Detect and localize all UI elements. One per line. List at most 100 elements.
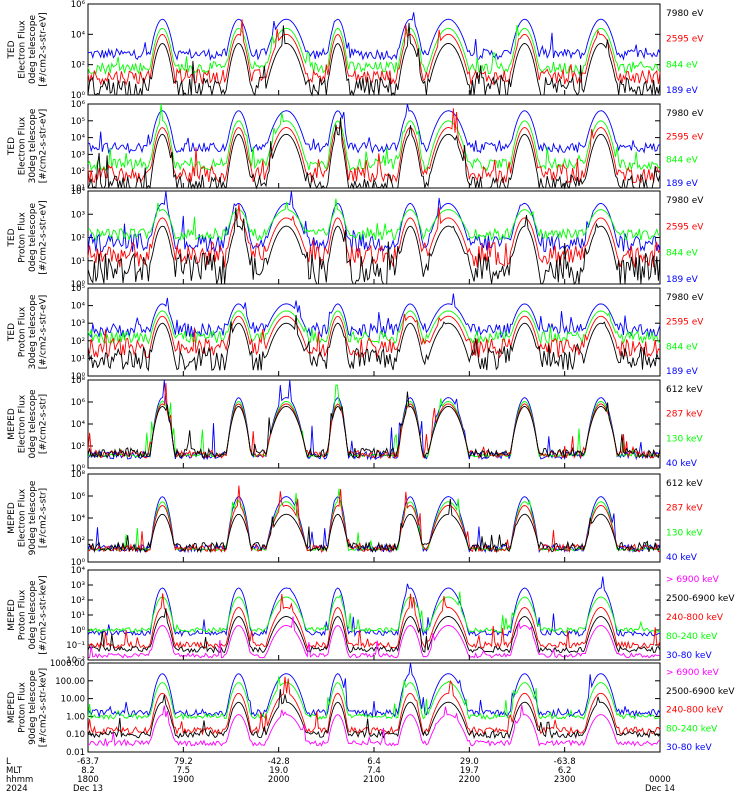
legend-entry: 7980 eV — [666, 9, 704, 19]
y-axis-label-line: 90deg telescope — [28, 480, 38, 555]
y-tick-label: 1000.00 — [50, 659, 85, 669]
y-tick-label: 10⁰ — [71, 280, 86, 290]
legend-entry: 40 keV — [666, 553, 698, 563]
series-line-4 — [87, 207, 661, 286]
y-axis-label-line: 30deg telescope — [28, 108, 38, 183]
y-tick-label: 10⁰ — [71, 91, 86, 101]
y-axis-label-line: Electron Flux — [18, 488, 28, 547]
series-line-2 — [87, 24, 661, 76]
y-tick-label: 10⁰ — [71, 626, 86, 636]
y-axis-label-line: Proton Flux — [18, 306, 28, 357]
panel-3: 10⁴ 10³ 10² 10¹ 10⁰ TED Proton Flux 0deg telesc… — [7, 187, 704, 290]
y-axis-label: TED Electron Flux 30deg telescope [#/cm2-s-… — [7, 108, 49, 183]
y-tick-label: 10⁰ — [71, 372, 86, 382]
legend-entry: 2500-6900 keV — [666, 594, 735, 604]
y-tick-label: 10⁰ — [71, 464, 86, 474]
legend-entry: 189 eV — [666, 86, 699, 96]
x-axis-row-label: L — [6, 757, 11, 767]
x-tick-label: 7.4 — [367, 766, 381, 776]
x-tick-label: 1800 — [77, 775, 99, 785]
x-tick-label: 7.5 — [177, 766, 191, 776]
y-tick-label: 10⁶ — [71, 0, 86, 10]
y-axis-label: MEPED Proton Flux 90deg telescope [#/cm2-s-… — [7, 668, 49, 747]
series-line-1 — [87, 103, 661, 155]
series-line-1 — [87, 576, 661, 638]
legend-entry: 287 keV — [666, 504, 703, 514]
y-axis-label-line: 0deg telescope — [28, 389, 38, 459]
x-tick-label: Dec 13 — [73, 784, 103, 794]
y-tick-label: 10⁶ — [71, 492, 86, 502]
y-tick-label: 10² — [71, 337, 85, 347]
y-tick-label: 10⁶ — [71, 398, 86, 408]
x-tick-label: 0000 — [649, 775, 671, 785]
series-line-5 — [87, 705, 660, 748]
y-axis-label-line: MEPED — [7, 408, 17, 440]
legend-entry: 287 keV — [666, 410, 703, 420]
y-axis-label-line: Electron Flux — [18, 116, 28, 175]
legend-entry: 189 eV — [666, 275, 699, 285]
series-line-4 — [87, 608, 661, 654]
y-axis-label: MEPED Electron Flux 0deg telescope [#/cm2-s… — [7, 389, 49, 459]
y-axis-label: TED Electron Flux 0deg telescope [#/cm2-s-s… — [7, 12, 49, 87]
y-axis-label: MEPED Proton Flux 0deg telescope [#/cm2-s-s… — [7, 575, 49, 654]
y-tick-label: 0.01 — [66, 748, 85, 758]
series-line-4 — [87, 314, 661, 372]
y-tick-label: 10⁸ — [71, 376, 86, 386]
legend-entry: 2595 eV — [666, 318, 704, 328]
series-line-2 — [87, 591, 661, 634]
legend-entry: 40 keV — [666, 459, 698, 469]
x-tick-label: 6.4 — [367, 757, 381, 767]
legend-entry: > 6900 keV — [666, 575, 720, 585]
legend-entry: 612 keV — [666, 385, 703, 395]
y-axis-label-line: [#/cm2-s-str-keV] — [39, 575, 49, 654]
legend-entry: 844 eV — [666, 342, 699, 352]
legend-entry: 844 eV — [666, 60, 699, 70]
y-axis-label-line: Proton Flux — [18, 682, 28, 733]
y-axis-label: MEPED Electron Flux 90deg telescope [#/cm2-… — [7, 480, 49, 555]
series-line-2 — [87, 310, 661, 345]
y-tick-label: 10² — [71, 536, 85, 546]
series-line-3 — [87, 676, 661, 736]
series-line-1 — [87, 293, 661, 339]
y-axis-label-line: Proton Flux — [18, 212, 28, 263]
x-tick-label: -63.7 — [77, 757, 99, 767]
series-line-4 — [87, 391, 661, 460]
legend-entry: 240-800 keV — [666, 706, 724, 716]
x-tick-label: 19.0 — [269, 766, 288, 776]
legend-entry: 30-80 keV — [666, 651, 712, 661]
y-tick-label: 10⁴ — [71, 302, 86, 312]
series-line-1 — [87, 190, 661, 253]
y-axis-label-line: 0deg telescope — [28, 203, 38, 273]
x-tick-label: 8.2 — [81, 766, 95, 776]
series-line-3 — [87, 593, 661, 650]
series-line-3 — [87, 485, 660, 554]
legend-entry: 80-240 keV — [666, 724, 718, 734]
series-line-2 — [87, 103, 661, 172]
y-tick-label: 10⁻² — [66, 656, 85, 666]
y-axis-label-line: TED — [7, 137, 17, 156]
y-tick-label: 10² — [71, 442, 85, 452]
y-axis-label-line: Electron Flux — [18, 394, 28, 453]
y-axis-label-line: 30deg telescope — [28, 294, 38, 369]
y-axis-label: TED Proton Flux 0deg telescope [#/cm2-s-str… — [7, 200, 49, 275]
series-line-3 — [87, 204, 661, 268]
y-tick-label: 10⁰ — [71, 558, 86, 568]
panel-7: 10⁴ 10³ 10² 10¹ 10⁰ 10⁻¹ 10⁻² MEPED Proton Flux 0… — [7, 566, 735, 666]
y-tick-label: 10¹ — [71, 184, 85, 194]
y-tick-label: 10⁸ — [71, 470, 86, 480]
legend-entry: 240-800 keV — [666, 613, 724, 623]
panel-1: 10⁶ 10⁴ 10² 10⁰ TED Electron Flux 0deg telesco… — [7, 0, 704, 101]
panel-8: 1000.00 100.00 10.00 1.00 0.10 0.01 MEPED Proto… — [7, 659, 735, 758]
panel-2: 10⁶ 10⁵ 10⁴ 10³ 10² 10¹ TED Electron Flux 30deg … — [7, 100, 704, 194]
y-tick-label: 10.00 — [61, 695, 85, 705]
legend-entry: 189 eV — [666, 367, 699, 377]
x-axis-row-label: hhmm — [6, 775, 33, 785]
x-tick-label: 1900 — [173, 775, 195, 785]
y-tick-label: 1.00 — [66, 712, 85, 722]
y-axis-label-line: Electron Flux — [18, 20, 28, 79]
legend-entry: > 6900 keV — [666, 668, 720, 678]
y-axis-label-line: 90deg telescope — [28, 670, 38, 745]
legend-entry: 80-240 keV — [666, 632, 718, 642]
